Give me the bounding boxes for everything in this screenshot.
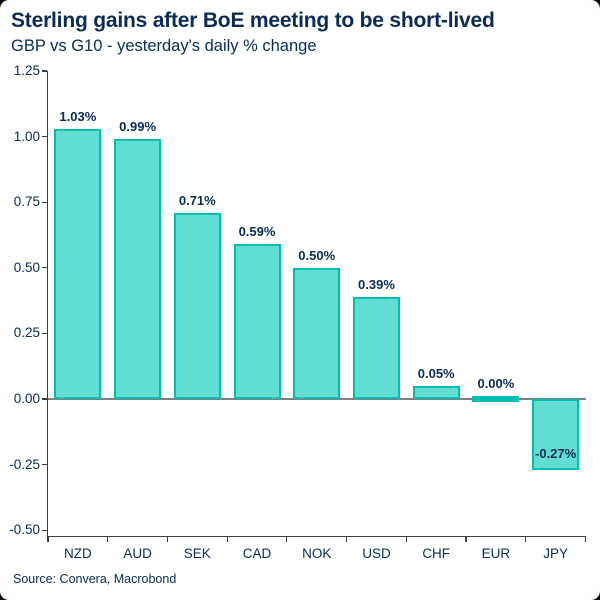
x-tick <box>525 537 527 542</box>
bar-value-label: 0.59% <box>238 224 276 240</box>
y-tick-label: 1.00 <box>13 128 40 144</box>
bar <box>114 139 162 399</box>
bar <box>352 296 400 399</box>
y-tick-label: 0.50 <box>13 259 40 275</box>
y-tick-label: 0.75 <box>13 194 40 210</box>
y-tick-label: -0.50 <box>9 522 40 538</box>
x-tick <box>465 537 467 542</box>
x-category-label: NZD <box>63 546 92 561</box>
chart-subtitle: GBP vs G10 - yesterday's daily % change <box>11 37 317 55</box>
bar-value-label: 0.05% <box>417 365 455 381</box>
chart-title: Sterling gains after BoE meeting to be s… <box>11 9 495 32</box>
y-tick-label: 1.25 <box>13 63 40 78</box>
bar-value-label: 1.03% <box>59 108 97 124</box>
bar-value-label: 0.71% <box>178 192 216 208</box>
bar <box>412 385 460 399</box>
x-tick <box>107 537 109 542</box>
bar-value-label: 0.50% <box>298 247 336 263</box>
bar-value-label: 0.99% <box>119 119 157 135</box>
zero-line <box>48 398 586 400</box>
x-tick <box>226 537 228 542</box>
x-tick <box>346 537 348 542</box>
y-tick <box>42 529 47 531</box>
bar <box>54 128 102 399</box>
bar <box>233 244 281 399</box>
y-tick-label: 0.25 <box>13 325 40 341</box>
bar <box>472 395 520 403</box>
x-tick <box>286 537 288 542</box>
x-category-label: JPY <box>543 546 568 561</box>
bar <box>532 399 580 470</box>
bar <box>293 267 341 399</box>
x-category-label: CAD <box>242 546 272 561</box>
y-tick <box>42 136 47 138</box>
y-tick-label: -0.25 <box>9 456 40 472</box>
source-note: Source: Convera, Macrobond <box>13 572 177 586</box>
y-tick <box>42 464 47 466</box>
x-category-label: NOK <box>302 546 332 561</box>
y-tick <box>42 201 47 203</box>
y-tick <box>42 332 47 334</box>
x-axis-line <box>47 536 586 538</box>
x-tick <box>47 537 49 542</box>
x-tick <box>405 537 407 542</box>
x-category-label: USD <box>362 546 391 561</box>
x-category-label: CHF <box>422 546 451 561</box>
bar-value-label: -0.27% <box>535 445 577 461</box>
x-category-label: AUD <box>123 546 152 561</box>
y-tick <box>42 398 47 400</box>
bar-value-label: 0.00% <box>477 375 515 391</box>
y-tick <box>42 70 47 72</box>
bar <box>173 212 221 399</box>
x-tick <box>166 537 169 542</box>
x-category-label: SEK <box>183 546 211 561</box>
y-axis-line <box>47 71 49 536</box>
bar-value-label: 0.39% <box>358 276 395 292</box>
x-tick <box>584 537 587 542</box>
y-tick-label: 0.00 <box>13 391 40 406</box>
x-category-label: EUR <box>481 546 511 561</box>
y-tick <box>42 267 47 269</box>
